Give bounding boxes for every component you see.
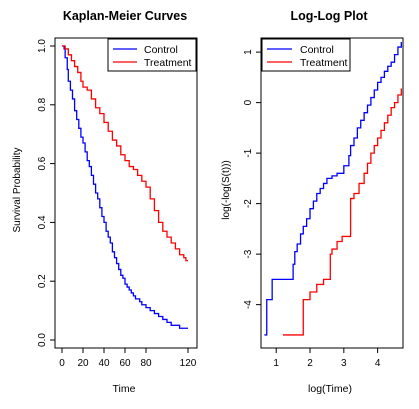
y-tick-label: 1.0 xyxy=(37,39,48,53)
log-log-panel: Log-Log Plot 1 2 3 4 -4 -3 -2 -1 0 1 Control Trea… xyxy=(221,9,404,395)
y-tick-label: 0.4 xyxy=(37,215,48,229)
plot-frame xyxy=(260,37,404,349)
panel-title: Log-Log Plot xyxy=(290,9,368,23)
series-line-treatment xyxy=(62,45,188,262)
y-tick-label: 0.0 xyxy=(37,333,48,347)
series-lines xyxy=(62,45,188,329)
x-tick-label: 40 xyxy=(98,358,110,369)
x-axis-label: Time xyxy=(113,383,136,395)
y-tick-label: 0 xyxy=(243,99,254,105)
x-tick-label: 4 xyxy=(375,358,381,369)
legend-box xyxy=(261,38,351,72)
legend-box xyxy=(107,38,197,72)
y-tick-label: 0.2 xyxy=(37,274,48,288)
legend: Control Treatment xyxy=(107,38,197,72)
x-tick-label: 3 xyxy=(341,358,347,369)
y-tick-label: 1 xyxy=(243,49,254,55)
x-tick-label: 1 xyxy=(273,358,279,369)
y-tick-label: -2 xyxy=(243,199,254,208)
x-tick-label: 60 xyxy=(119,358,131,369)
y-tick-label: 0.8 xyxy=(37,97,48,111)
x-tick-label: 120 xyxy=(180,358,197,369)
panel-title: Kaplan-Meier Curves xyxy=(63,9,187,23)
x-tick-label: 20 xyxy=(77,358,89,369)
y-tick-label: -3 xyxy=(243,249,254,258)
y-axis-label: Survival Probability xyxy=(12,147,23,232)
legend-label-treatment: Treatment xyxy=(144,57,192,69)
series-line-control xyxy=(264,42,402,336)
legend-label-control: Control xyxy=(144,44,178,56)
x-axis-label: log(Time) xyxy=(308,383,352,395)
plot-frame xyxy=(54,37,198,349)
x-tick-label: 2 xyxy=(307,358,313,369)
legend: Control Treatment xyxy=(261,38,351,72)
y-axis-label: log(-log(S(t))) xyxy=(221,160,232,219)
kaplan-meier-panel: Kaplan-Meier Curves 0 20 40 60 80 120 0.0 0.2 0.… xyxy=(12,9,198,395)
y-tick-label: -1 xyxy=(243,148,254,157)
legend-label-control: Control xyxy=(300,44,334,56)
x-tick-label: 80 xyxy=(140,358,152,369)
y-tick-label: -4 xyxy=(243,300,254,309)
series-line-control xyxy=(62,45,188,329)
legend-label-treatment: Treatment xyxy=(300,57,348,69)
axes: 1 2 3 4 -4 -3 -2 -1 0 1 xyxy=(243,49,381,369)
series-lines xyxy=(264,42,402,336)
series-line-treatment xyxy=(282,88,402,336)
y-tick-label: 0.6 xyxy=(37,156,48,170)
axes: 0 20 40 60 80 120 0.0 0.2 0.4 0.6 0.8 1.0 xyxy=(37,39,197,369)
x-tick-label: 0 xyxy=(59,358,65,369)
